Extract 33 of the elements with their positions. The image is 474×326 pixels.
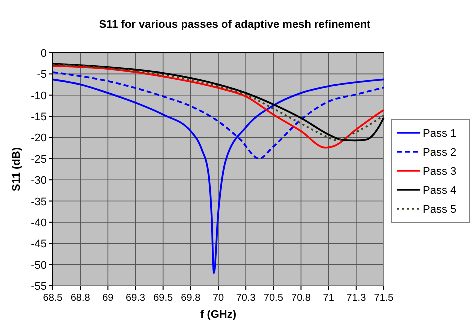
x-tick-label: 70.5 [264,293,284,304]
y-tick-label: -25 [31,154,47,166]
y-axis-title: S11 (dB) [11,147,23,192]
legend-label: Pass 3 [423,166,457,178]
y-tick-label: -10 [31,90,47,102]
x-tick-label: 71.3 [346,293,367,304]
x-tick-label: 68.5 [43,293,64,304]
y-tick-label: -55 [31,281,47,293]
y-tick-label: -30 [31,175,47,188]
x-tick-label: 71 [323,293,335,304]
legend-label: Pass 5 [423,204,457,216]
x-tick-label: 70.8 [292,293,312,304]
x-tick-label: 69.8 [181,293,202,304]
y-tick-label: -20 [31,132,47,145]
legend-label: Pass 2 [423,147,457,159]
chart-title: S11 for various passes of adaptive mesh refinement [99,19,372,31]
x-tick-label: 70.3 [236,293,256,304]
x-tick-label: 69.5 [154,293,174,304]
y-tick-label: -50 [31,260,47,272]
x-tick-label: 70 [212,293,224,304]
x-tick-label: 69.3 [126,293,146,304]
x-tick-label: 69 [102,293,114,304]
y-tick-label: -40 [31,217,47,230]
x-tick-label: 68.8 [70,293,91,304]
x-axis-title: f (GHz) [200,309,237,321]
y-tick-label: -35 [31,196,47,208]
y-tick-label: 0 [40,48,47,60]
y-tick-label: -15 [31,112,47,124]
legend-label: Pass 4 [423,185,457,197]
y-tick-label: -5 [37,69,47,82]
legend-label: Pass 1 [423,128,457,140]
y-tick-label: -45 [31,238,47,251]
x-tick-label: 71.5 [374,293,394,304]
